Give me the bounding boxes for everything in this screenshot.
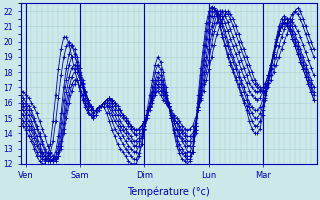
- X-axis label: Température (°c): Température (°c): [127, 186, 210, 197]
